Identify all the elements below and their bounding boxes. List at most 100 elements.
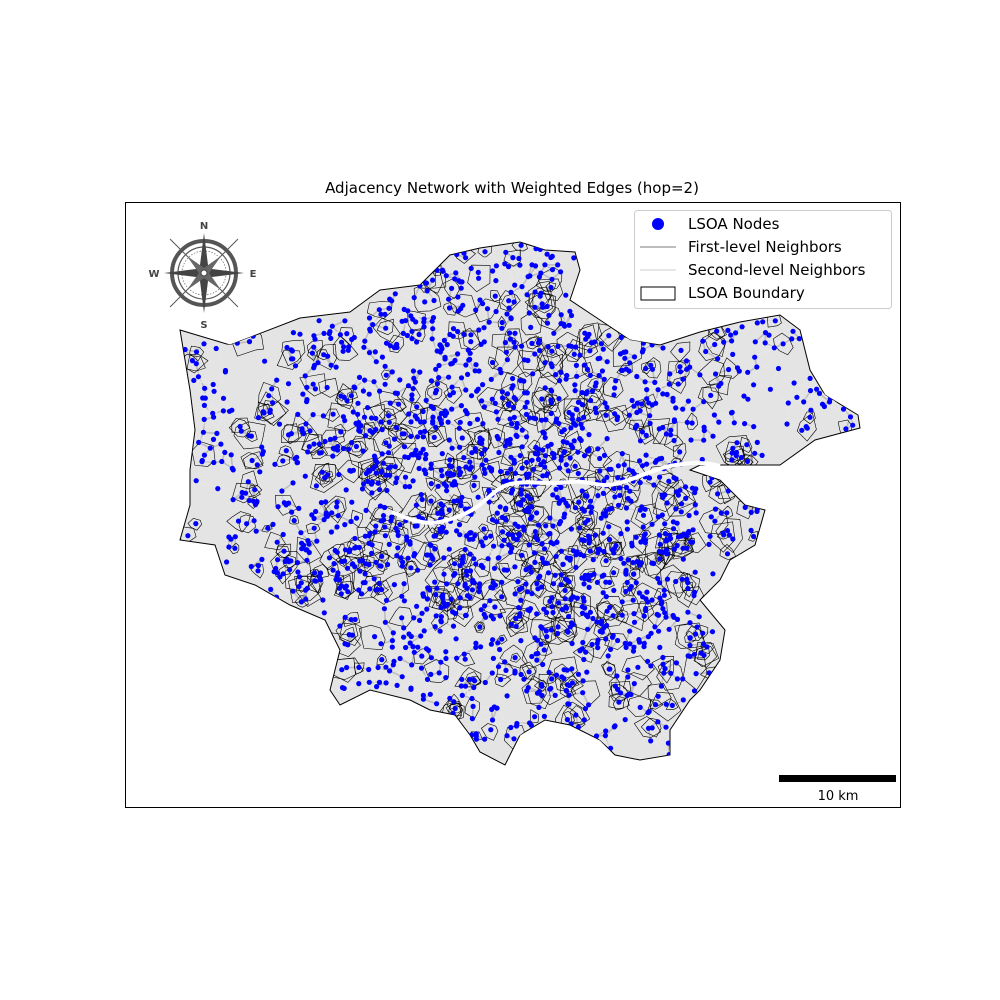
neighbor-edge (708, 534, 725, 546)
neighbor-edge (546, 305, 562, 316)
neighbor-edge (492, 531, 504, 547)
neighbor-edge (374, 632, 394, 638)
neighbor-edge (350, 502, 353, 522)
neighbor-edge (531, 353, 536, 374)
neighbor-edge (632, 650, 639, 668)
neighbor-edge (484, 341, 506, 344)
neighbor-edge (401, 667, 422, 678)
neighbor-edge (633, 562, 653, 575)
neighbor-edge (609, 668, 629, 678)
neighbor-edge (455, 271, 479, 274)
neighbor-edge (687, 595, 695, 613)
neighbor-edge (675, 662, 684, 680)
neighbor-edge (480, 645, 500, 651)
neighbor-edge (657, 631, 661, 648)
neighbor-edge (330, 531, 347, 551)
neighbor-edge (410, 619, 421, 637)
neighbor-edge (556, 673, 579, 676)
neighbor-edge (625, 507, 629, 530)
neighbor-edge (297, 393, 304, 415)
neighbor-edge (499, 679, 508, 697)
neighbor-edge (529, 275, 536, 293)
neighbor-edge (499, 352, 508, 370)
neighbor-edge (675, 662, 697, 675)
neighbor-edge (842, 409, 847, 430)
neighbor-edge (363, 361, 378, 381)
neighbor-edge (403, 583, 424, 595)
neighbor-edge (373, 621, 387, 638)
neighbor-edge (460, 659, 466, 680)
neighbor-edge (375, 345, 391, 363)
neighbor-edge (634, 613, 658, 624)
neighbor-edge (508, 265, 531, 277)
neighbor-edge (191, 360, 200, 377)
neighbor-edge (682, 558, 696, 573)
neighbor-edge (236, 335, 254, 344)
neighbor-edge (803, 392, 820, 403)
neighbor-edge (695, 571, 713, 575)
neighbor-edge (412, 387, 436, 394)
neighbor-edge (513, 264, 521, 286)
neighbor-edge (605, 560, 611, 583)
neighbor-edge (534, 253, 548, 267)
neighbor-edge (774, 320, 794, 333)
neighbor-edge (496, 695, 508, 709)
neighbor-edge (674, 439, 692, 442)
neighbor-edge (631, 388, 648, 402)
neighbor-edge (675, 662, 679, 679)
neighbor-edge (267, 527, 284, 536)
neighbor-edge (457, 341, 472, 355)
neighbor-edge (482, 403, 496, 425)
neighbor-edge (483, 308, 489, 328)
neighbor-edge (211, 391, 215, 414)
neighbor-edge (720, 370, 740, 385)
neighbor-edge (414, 544, 432, 555)
neighbor-edge (530, 326, 555, 335)
map-frame (125, 202, 901, 808)
neighbor-edge (532, 373, 556, 376)
neighbor-edge (693, 653, 710, 674)
neighbor-edge (756, 366, 779, 370)
neighbor-edge (430, 394, 451, 408)
neighbor-edge (447, 340, 471, 346)
neighbor-edge (475, 638, 493, 645)
neighbor-edge (263, 449, 287, 453)
neighbor-edge (586, 668, 610, 673)
neighbor-edge (447, 422, 451, 441)
neighbor-edge (629, 615, 645, 632)
neighbor-edge (430, 483, 442, 505)
neighbor-edge (433, 436, 453, 449)
neighbor-edge (546, 323, 550, 347)
neighbor-edge (295, 364, 314, 369)
neighbor-edge (650, 665, 663, 687)
neighbor-edge (197, 376, 207, 399)
neighbor-edge (769, 368, 780, 390)
neighbor-edge (261, 541, 278, 560)
neighbor-edge (583, 595, 607, 599)
neighbor-edge (225, 547, 236, 563)
neighbor-edge (368, 667, 379, 683)
neighbor-edge (451, 428, 461, 449)
neighbor-edge (639, 706, 653, 729)
neighbor-edge (275, 576, 281, 598)
neighbor-edge (625, 646, 639, 668)
neighbor-edge (366, 407, 382, 423)
neighbor-edge (570, 315, 586, 334)
neighbor-edge (690, 426, 705, 441)
neighbor-edge (348, 349, 370, 354)
neighbor-edge (412, 617, 422, 637)
neighbor-edge (250, 417, 260, 437)
neighbor-edge (609, 649, 612, 670)
neighbor-edge (305, 401, 308, 424)
neighbor-edge (373, 361, 378, 382)
neighbor-edge (527, 389, 552, 394)
neighbor-edge (466, 613, 485, 617)
neighbor-edge (483, 528, 505, 541)
neighbor-edge (409, 544, 412, 568)
neighbor-edge (354, 387, 369, 409)
neighbor-edge (777, 367, 795, 384)
neighbor-edge (644, 494, 663, 510)
neighbor-edge (410, 617, 415, 637)
neighbor-edge (628, 630, 635, 648)
